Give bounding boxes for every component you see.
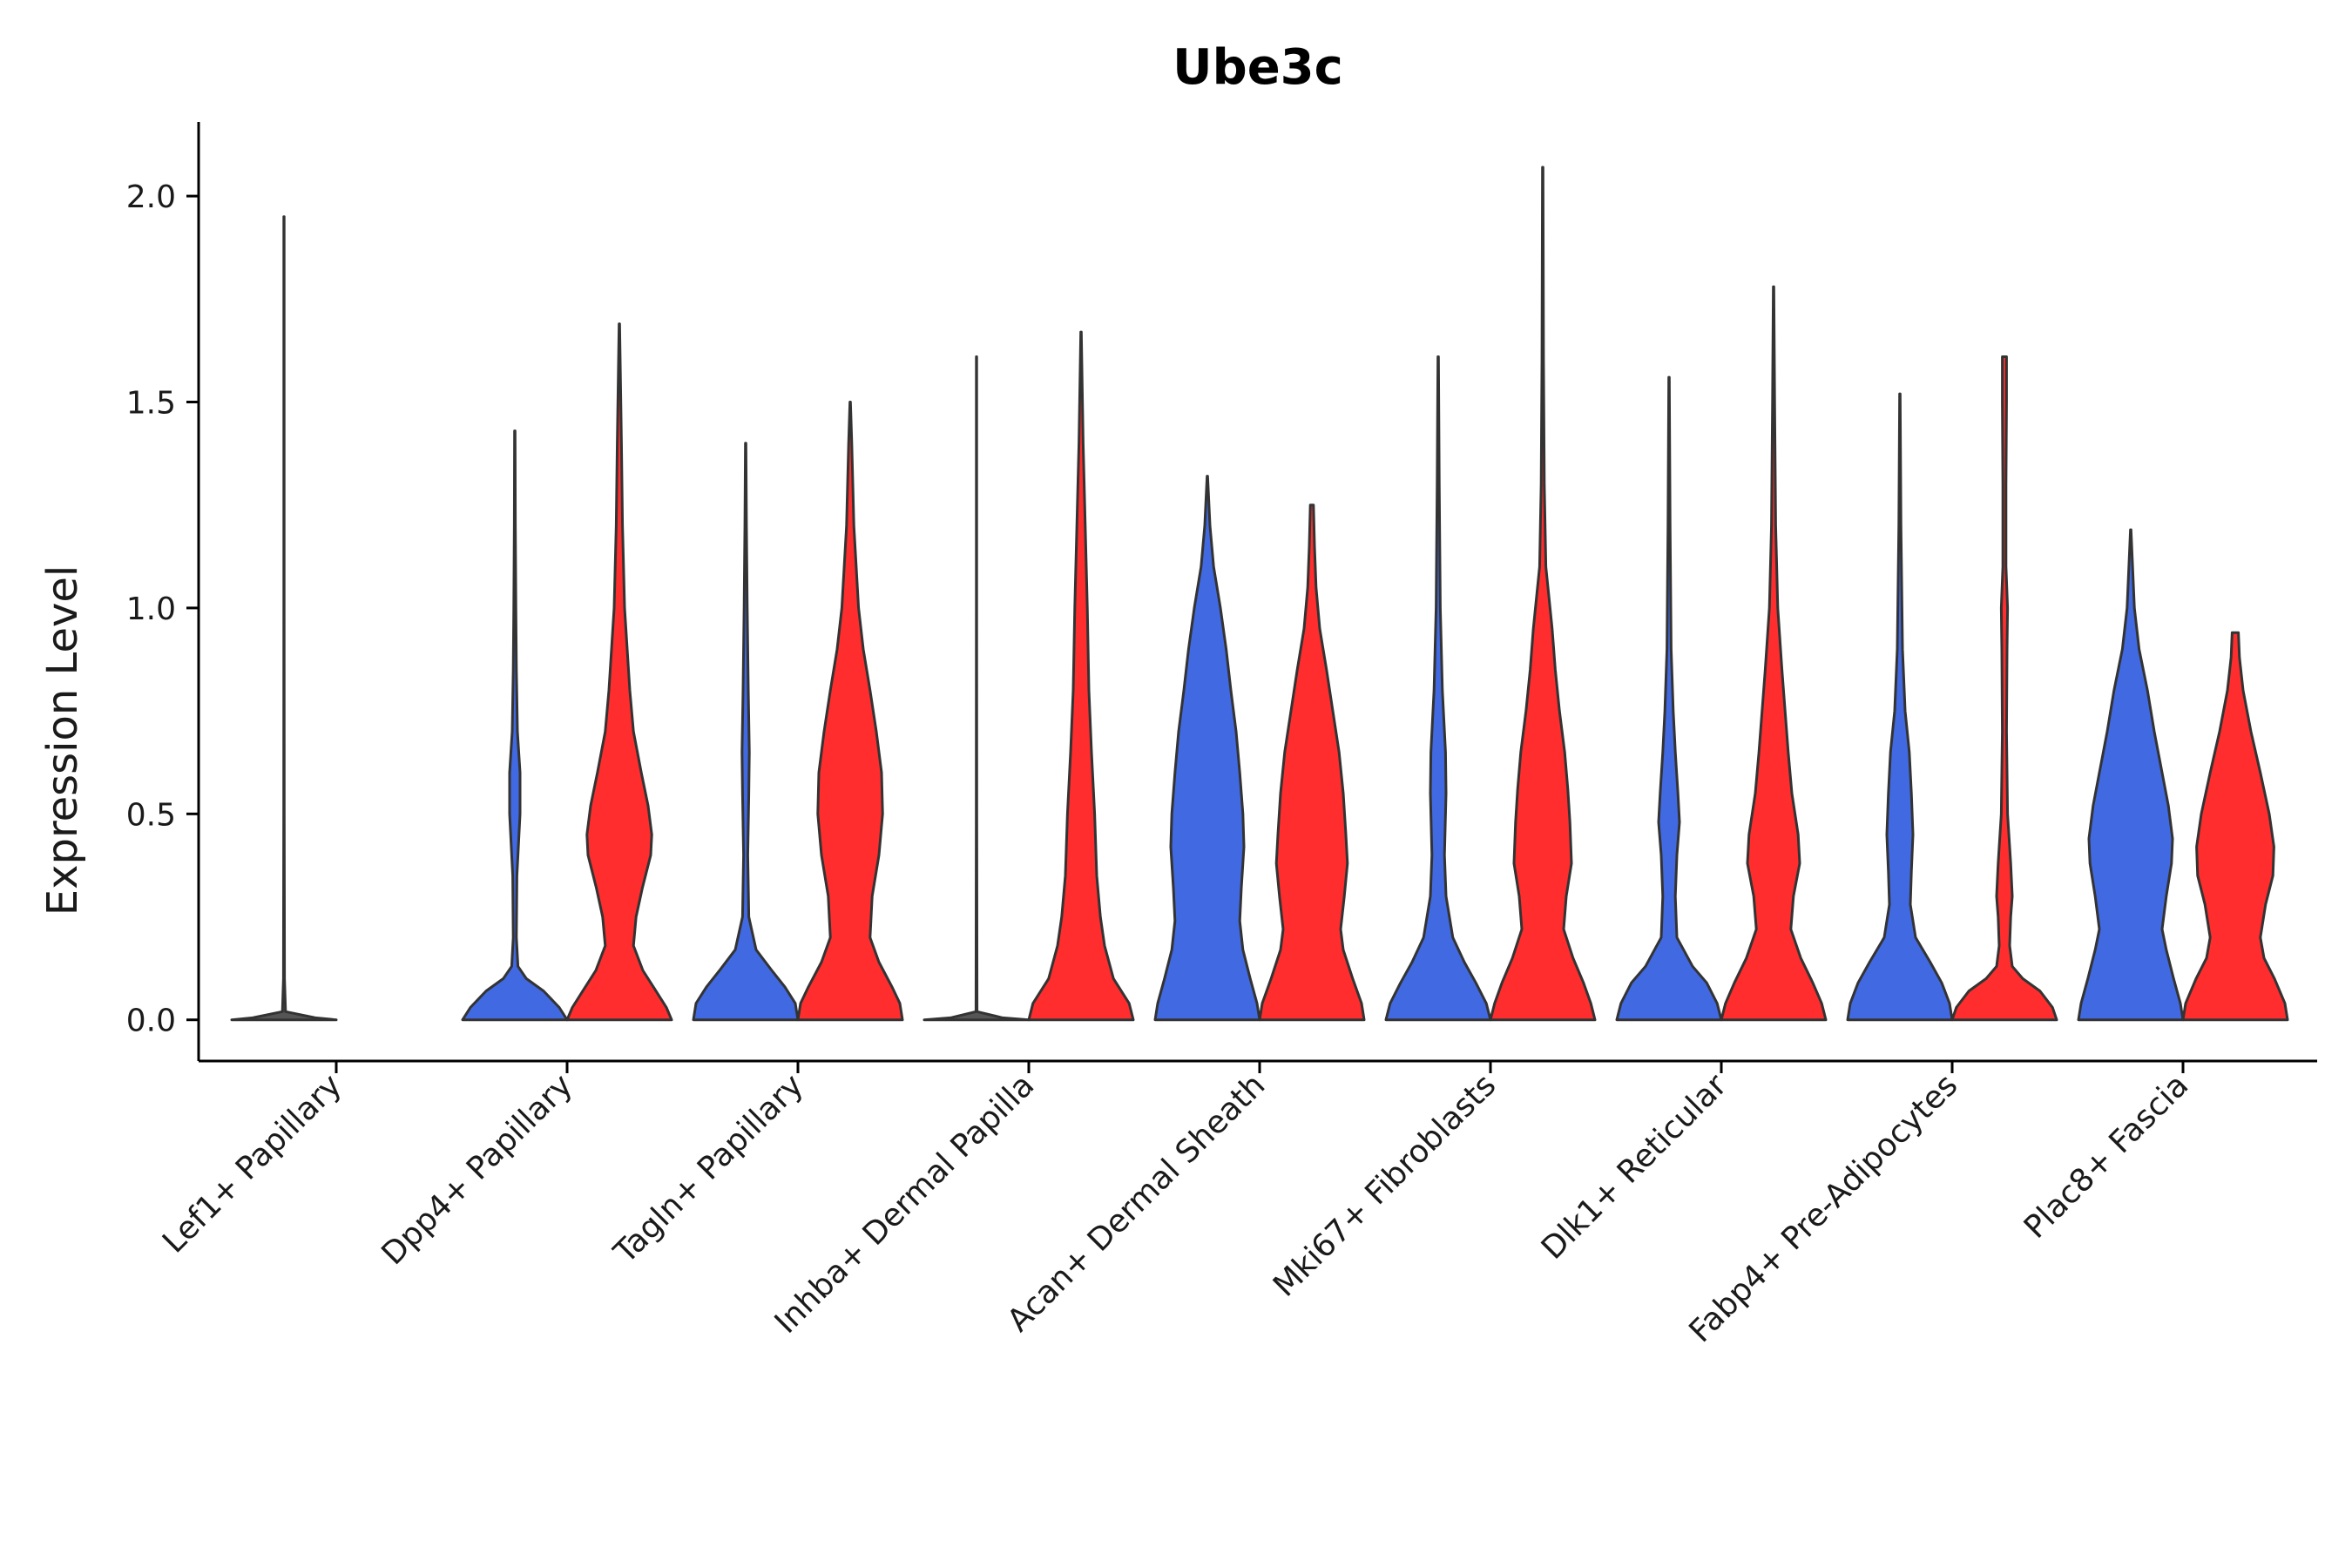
y-tick-label: 0.0 xyxy=(126,1004,176,1039)
violin-mki67-fibroblasts-red xyxy=(1489,166,1597,1022)
y-axis: 0.0 0.5 1.0 1.5 2.0 xyxy=(126,122,200,1061)
x-tick-label: Plac8+ Fascia xyxy=(2017,1067,2195,1245)
violin-dlk1-reticular-red xyxy=(1720,285,1828,1022)
violin-tagln-papillary-red xyxy=(796,401,904,1022)
x-tick-label: Tagln+ Papillary xyxy=(607,1067,811,1271)
violin-inhba-dermal-papilla-blue xyxy=(923,355,1031,1022)
x-tick-label: Acan+ Dermal Sheath xyxy=(1001,1067,1273,1339)
violin-fabp4-pre-adipocytes-red xyxy=(1950,355,2058,1022)
x-tick-label: Dlk1+ Reticular xyxy=(1535,1067,1734,1267)
x-axis: Lef1+ Papillary Dpp4+ Papillary Tagln+ Pap… xyxy=(156,1059,2317,1349)
y-tick-label: 0.5 xyxy=(126,797,176,833)
violin-inhba-dermal-papilla-red xyxy=(1027,330,1135,1022)
y-tick-label: 2.0 xyxy=(126,179,176,215)
x-tick-label: Lef1+ Papillary xyxy=(156,1067,348,1260)
x-tick-label: Mki67+ Fibroblasts xyxy=(1267,1067,1503,1303)
violin-mki67-fibroblasts-blue xyxy=(1384,355,1492,1022)
violin-acan-dermal-sheath-red xyxy=(1258,504,1366,1022)
violin-fabp4-pre-adipocytes-blue xyxy=(1846,392,1954,1022)
x-tick-label: Fabp4+ Pre-Adipocytes xyxy=(1683,1067,1965,1349)
x-tick-label: Inhba+ Dermal Papilla xyxy=(768,1067,1042,1341)
chart-title: Ube3c xyxy=(1173,39,1343,96)
y-tick-label: 1.0 xyxy=(126,591,176,627)
y-tick-label: 1.5 xyxy=(126,386,176,422)
x-tick-label: Dpp4+ Papillary xyxy=(375,1067,580,1272)
violin-plac8-fascia-red xyxy=(2181,631,2289,1022)
violin-tagln-papillary-blue xyxy=(692,442,800,1022)
violin-dpp4-papillary-blue xyxy=(461,429,569,1022)
violin-dpp4-papillary-red xyxy=(565,322,673,1022)
violin-dlk1-reticular-blue xyxy=(1615,375,1723,1022)
violin-acan-dermal-sheath-blue xyxy=(1153,475,1261,1022)
y-axis-title: Expression Level xyxy=(38,565,87,916)
violin-plac8-fascia-blue xyxy=(2077,528,2185,1022)
violin-layer xyxy=(230,166,2289,1022)
violin-lef1-papillary-blue xyxy=(230,215,338,1022)
